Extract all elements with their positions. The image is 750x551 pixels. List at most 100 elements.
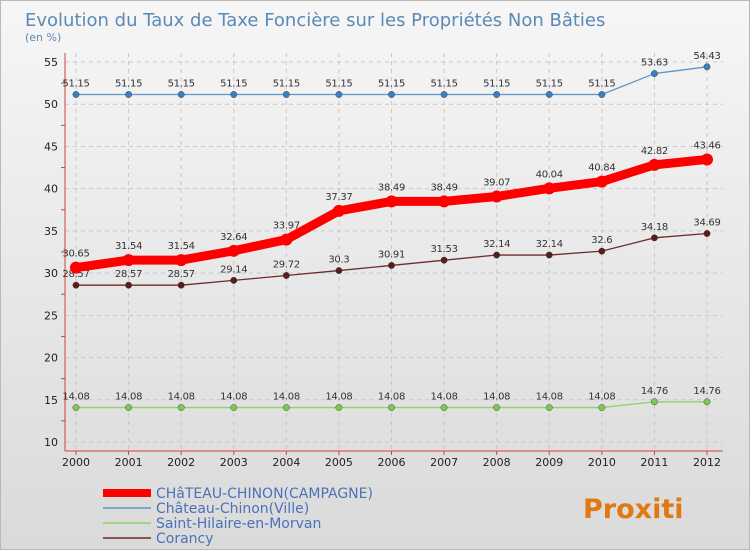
data-point (177, 281, 185, 289)
data-label: 53.63 (641, 58, 668, 69)
series-group: 51.15 51.15 51.15 51.15 51.15 51.15 51.15 51.15… (62, 51, 721, 411)
chart-title: Evolution du Taux de Taxe Foncière sur l… (25, 10, 605, 31)
data-point (280, 233, 293, 246)
data-label: 14.08 (62, 392, 89, 403)
data-label: 14.08 (588, 392, 615, 403)
data-point (648, 158, 661, 171)
data-label: 28.57 (62, 269, 89, 280)
data-label: 51.15 (273, 79, 300, 90)
data-label: 32.14 (483, 239, 510, 250)
series-1: 28.57 28.57 28.57 29.14 29.72 30.3 30.91 31.53 3… (62, 218, 721, 289)
logo-text: Proxiti (583, 494, 684, 525)
data-label: 30.65 (62, 249, 89, 260)
data-point (440, 256, 448, 264)
data-label: 51.15 (220, 79, 247, 90)
y-tick-label: 20 (44, 352, 58, 365)
data-label: 32.64 (220, 232, 247, 243)
data-label: 28.57 (115, 269, 142, 280)
data-point (230, 91, 238, 98)
data-label: 31.54 (115, 241, 142, 252)
axes (61, 53, 723, 455)
data-label: 54.43 (693, 51, 720, 62)
legend-label: Saint-Hilaire-en-Morvan (156, 516, 321, 532)
x-tick-label: 2010 (588, 456, 616, 469)
data-point (175, 254, 188, 267)
proxiti-logo: Proxiti (583, 494, 684, 525)
y-tick-label: 45 (44, 140, 58, 153)
data-point (335, 404, 343, 411)
legend-label: Corancy (156, 531, 214, 547)
x-tick-label: 2000 (62, 456, 90, 469)
x-tick-label: 2008 (483, 456, 511, 469)
data-point (438, 195, 451, 208)
data-point (703, 398, 711, 406)
data-point (282, 404, 290, 411)
data-label: 14.08 (325, 392, 352, 403)
data-point (493, 404, 501, 411)
data-point (701, 153, 713, 166)
data-label: 51.15 (62, 79, 89, 90)
data-point (703, 230, 711, 237)
data-point (703, 63, 711, 71)
data-label: 29.14 (220, 264, 247, 275)
data-label: 51.15 (483, 79, 510, 90)
y-tick-label: 10 (44, 436, 58, 449)
series-2: 14.08 14.08 14.08 14.08 14.08 14.08 14.08 14.08… (62, 386, 721, 411)
data-point (177, 404, 185, 411)
series-0: 51.15 51.15 51.15 51.15 51.15 51.15 51.15 51.15… (62, 51, 721, 98)
x-tick-label: 2005 (325, 456, 353, 469)
data-point (72, 404, 80, 411)
data-label: 38.49 (431, 182, 458, 193)
data-point (595, 175, 608, 188)
data-point (125, 281, 132, 289)
data-point (440, 404, 448, 411)
data-label: 14.08 (220, 392, 247, 403)
data-point (122, 254, 135, 267)
data-label: 32.6 (591, 235, 612, 246)
data-label: 51.15 (115, 79, 142, 90)
data-point (230, 276, 238, 284)
data-label: 51.15 (378, 79, 405, 90)
data-point (543, 182, 556, 195)
data-point (545, 251, 553, 259)
x-tick-label: 2001 (115, 456, 143, 469)
data-point (335, 91, 343, 98)
data-label: 37.37 (325, 192, 352, 203)
legend: CHâTEAU-CHINON(CAMPAGNE)Château-Chinon(V… (103, 486, 373, 547)
data-point (598, 404, 606, 411)
data-point (388, 91, 395, 98)
data-point (490, 190, 503, 203)
data-point (545, 404, 553, 411)
data-label: 40.04 (536, 169, 563, 180)
data-point (545, 91, 553, 98)
data-label: 14.08 (536, 392, 563, 403)
data-label: 38.49 (378, 182, 405, 193)
data-point (651, 398, 658, 406)
x-tick-labels: 2000 2001 2002 2003 2004 2005 2006 2007 2008 2009… (62, 456, 721, 469)
data-point (651, 70, 658, 77)
data-label: 14.08 (115, 392, 142, 403)
y-tick-label: 15 (44, 394, 58, 407)
data-label: 32.14 (536, 239, 563, 250)
legend-label: Château-Chinon(Ville) (156, 501, 309, 517)
data-point (72, 91, 80, 98)
y-tick-label: 50 (44, 98, 58, 111)
data-point (385, 195, 398, 208)
data-point (598, 91, 606, 98)
x-tick-label: 2011 (640, 456, 668, 469)
legend-label: CHâTEAU-CHINON(CAMPAGNE) (156, 486, 373, 502)
y-tick-label: 35 (44, 225, 58, 238)
data-label: 31.53 (431, 244, 458, 255)
data-label: 51.15 (325, 79, 352, 90)
y-tick-labels: 10 15 20 25 30 35 40 45 50 55 (44, 56, 58, 449)
x-tick-label: 2009 (535, 456, 563, 469)
data-point (388, 404, 395, 411)
data-point (598, 247, 606, 255)
grid (65, 53, 723, 451)
data-label: 51.15 (431, 79, 458, 90)
data-point (125, 404, 132, 411)
data-point (440, 91, 448, 98)
x-tick-label: 2007 (430, 456, 458, 469)
data-label: 43.46 (693, 140, 720, 151)
data-label: 14.08 (378, 392, 405, 403)
